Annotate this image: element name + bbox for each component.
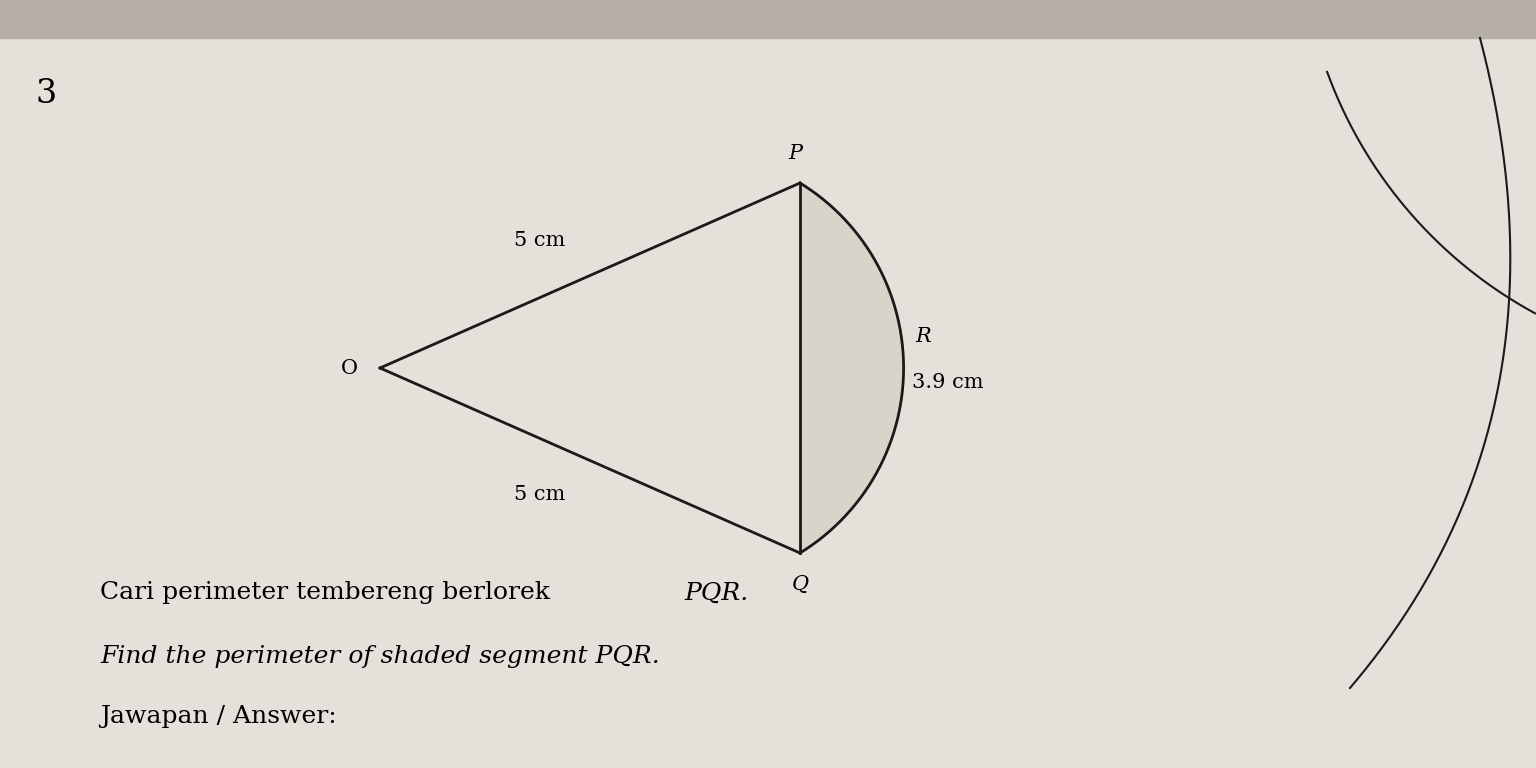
Text: P: P (788, 144, 802, 163)
Text: PQR.: PQR. (685, 581, 750, 604)
Text: Q: Q (791, 575, 808, 594)
Text: R: R (915, 327, 931, 346)
Text: 5 cm: 5 cm (515, 485, 565, 505)
Text: Find the perimeter of shaded segment PQR.: Find the perimeter of shaded segment PQR… (100, 644, 660, 667)
Text: Cari perimeter tembereng berlorek: Cari perimeter tembereng berlorek (100, 581, 558, 604)
Text: O: O (341, 359, 358, 378)
Bar (0, 0, 1536, 38)
Text: 5 cm: 5 cm (515, 231, 565, 250)
Text: Jawapan / Answer:: Jawapan / Answer: (100, 704, 336, 727)
Polygon shape (800, 183, 903, 553)
Text: 3: 3 (35, 78, 57, 110)
Text: 3.9 cm: 3.9 cm (911, 373, 983, 392)
